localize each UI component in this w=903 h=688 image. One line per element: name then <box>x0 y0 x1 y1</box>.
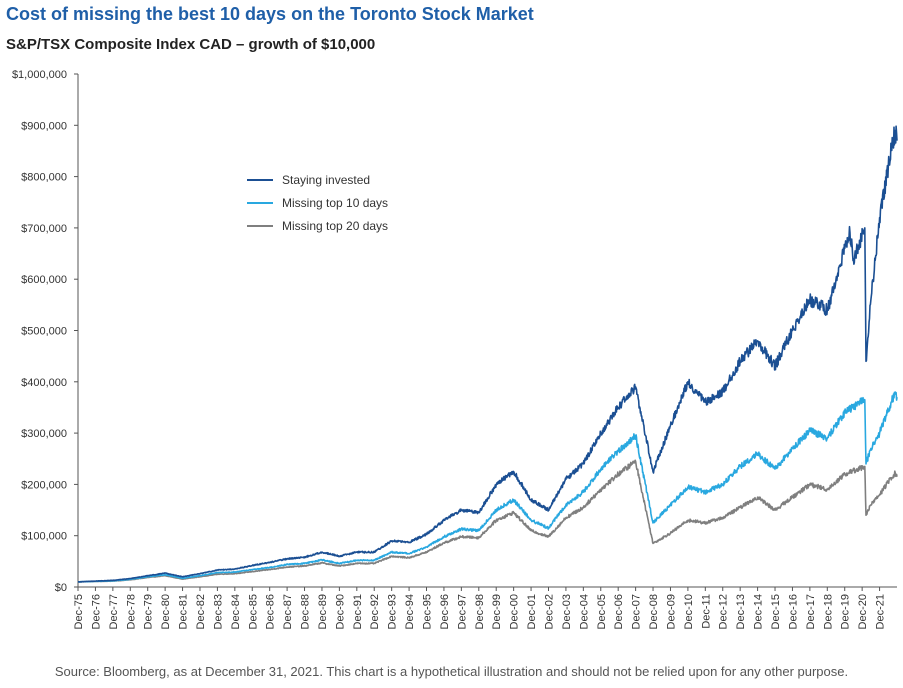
x-tick-label: Dec-04 <box>578 594 590 629</box>
y-tick-label: $300,000 <box>21 428 67 440</box>
x-tick-label: Dec-07 <box>631 594 643 629</box>
x-tick-label: Dec-03 <box>561 594 573 629</box>
y-tick-label: $500,000 <box>21 326 67 338</box>
x-tick-label: Dec-86 <box>265 594 277 629</box>
x-tick-label: Dec-84 <box>230 594 242 629</box>
x-tick-label: Dec-20 <box>857 594 869 629</box>
x-tick-label: Dec-88 <box>300 594 312 629</box>
x-tick-label: Dec-77 <box>108 594 120 629</box>
x-tick-label: Dec-99 <box>491 594 503 629</box>
x-tick-label: Dec-87 <box>282 594 294 629</box>
y-tick-label: $400,000 <box>21 377 67 389</box>
y-tick-label: $900,000 <box>21 120 67 132</box>
x-tick-label: Dec-14 <box>753 594 765 629</box>
x-tick-label: Dec-91 <box>352 594 364 629</box>
y-tick-label: $200,000 <box>21 479 67 491</box>
x-tick-label: Dec-98 <box>474 594 486 629</box>
series-line-staying-invested <box>77 125 898 583</box>
legend-label: Staying invested <box>282 173 370 187</box>
x-tick-label: Dec-01 <box>526 594 538 629</box>
x-tick-label: Dec-17 <box>805 594 817 629</box>
x-tick-label: Dec-06 <box>613 594 625 629</box>
x-tick-label: Dec-82 <box>195 594 207 629</box>
x-tick-label: Dec-15 <box>770 594 782 629</box>
y-tick-label: $1,000,000 <box>12 69 67 81</box>
x-tick-label: Dec-83 <box>212 594 224 629</box>
y-tick-label: $600,000 <box>21 274 67 286</box>
x-tick-label: Dec-08 <box>648 594 660 629</box>
x-tick-label: Dec-93 <box>387 594 399 629</box>
x-tick-label: Dec-97 <box>456 594 468 629</box>
x-tick-label: Dec-13 <box>735 594 747 629</box>
x-tick-label: Dec-96 <box>439 594 451 629</box>
x-tick-label: Dec-79 <box>143 594 155 629</box>
x-tick-label: Dec-78 <box>125 594 137 629</box>
chart-series <box>77 125 898 583</box>
y-tick-label: $100,000 <box>21 531 67 543</box>
x-tick-label: Dec-95 <box>422 594 434 629</box>
x-tick-label: Dec-94 <box>404 594 416 629</box>
x-tick-label: Dec-02 <box>543 594 555 629</box>
x-tick-label: Dec-85 <box>247 594 259 629</box>
x-tick-label: Dec-09 <box>665 594 677 629</box>
legend-label: Missing top 20 days <box>282 219 388 233</box>
y-tick-label: $700,000 <box>21 223 67 235</box>
x-tick-label: Dec-18 <box>822 594 834 629</box>
source-note: Source: Bloomberg, as at December 31, 20… <box>54 664 849 679</box>
x-tick-label: Dec-00 <box>509 594 521 629</box>
chart-title: Cost of missing the best 10 days on the … <box>6 4 534 24</box>
x-tick-label: Dec-81 <box>178 594 190 629</box>
chart-subtitle: S&P/TSX Composite Index CAD – growth of … <box>6 36 376 53</box>
y-tick-label: $0 <box>55 582 67 594</box>
x-tick-label: Dec-11 <box>700 594 712 629</box>
y-tick-label: $800,000 <box>21 172 67 184</box>
chart-legend: Staying invested Missing top 10 days Missi… <box>247 173 388 233</box>
x-tick-label: Dec-12 <box>718 594 730 629</box>
x-tick-label: Dec-10 <box>683 594 695 629</box>
x-tick-label: Dec-05 <box>596 594 608 629</box>
legend-label: Missing top 10 days <box>282 196 388 210</box>
series-line-missing-top-10-days <box>77 391 898 583</box>
x-tick-label: Dec-90 <box>334 594 346 629</box>
x-tick-label: Dec-76 <box>90 594 102 629</box>
chart-axes: $0 $100,000 $200,000 $300,000 $400,000 $500,0… <box>12 69 897 629</box>
x-tick-label: Dec-89 <box>317 594 329 629</box>
x-tick-label: Dec-19 <box>840 594 852 629</box>
series-line-missing-top-20-days <box>77 459 898 583</box>
x-tick-label: Dec-92 <box>369 594 381 629</box>
x-tick-label: Dec-75 <box>73 594 85 629</box>
x-tick-label: Dec-21 <box>875 594 887 629</box>
x-tick-label: Dec-80 <box>160 594 172 629</box>
x-tick-label: Dec-16 <box>787 594 799 629</box>
